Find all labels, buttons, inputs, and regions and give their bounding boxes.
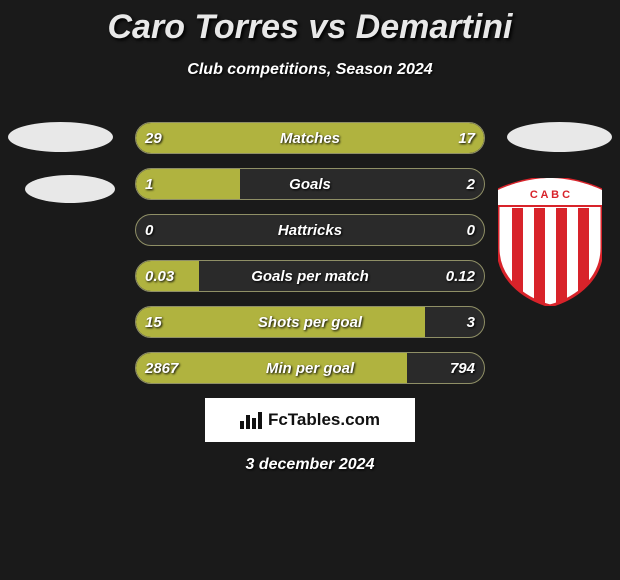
stat-value-left: 29 bbox=[145, 122, 162, 154]
stat-value-left: 0.03 bbox=[145, 260, 174, 292]
brand-box: FcTables.com bbox=[205, 398, 415, 442]
stat-row: Hattricks0 0 bbox=[135, 214, 485, 246]
stat-value-right: 0 bbox=[467, 214, 475, 246]
stat-value-right: 2 bbox=[467, 168, 475, 200]
stat-label: Matches bbox=[135, 122, 485, 154]
stat-value-right: 3 bbox=[467, 306, 475, 338]
stat-value-left: 15 bbox=[145, 306, 162, 338]
stat-value-right: 17 bbox=[458, 122, 475, 154]
subtitle: Club competitions, Season 2024 bbox=[0, 61, 620, 79]
stat-value-right: 0.12 bbox=[446, 260, 475, 292]
stats-comparison: Matches29 17 Goals1 2 Hattricks0 0 Goals per m… bbox=[0, 122, 620, 398]
stat-label: Goals bbox=[135, 168, 485, 200]
stat-value-right: 794 bbox=[450, 352, 475, 384]
stat-row: Goals1 2 bbox=[135, 168, 485, 200]
date-label: 3 december 2024 bbox=[0, 456, 620, 474]
chart-icon bbox=[240, 411, 262, 429]
stat-value-left: 1 bbox=[145, 168, 153, 200]
stat-row: Min per goal2867 794 bbox=[135, 352, 485, 384]
stat-label: Hattricks bbox=[135, 214, 485, 246]
stat-row: Goals per match0.03 0.12 bbox=[135, 260, 485, 292]
stat-value-left: 0 bbox=[145, 214, 153, 246]
stat-row: Shots per goal15 3 bbox=[135, 306, 485, 338]
stat-label: Shots per goal bbox=[135, 306, 485, 338]
stat-label: Goals per match bbox=[135, 260, 485, 292]
page-title: Caro Torres vs Demartini bbox=[0, 0, 620, 47]
stat-row: Matches29 17 bbox=[135, 122, 485, 154]
stat-label: Min per goal bbox=[135, 352, 485, 384]
stat-value-left: 2867 bbox=[145, 352, 178, 384]
brand-label: FcTables.com bbox=[268, 410, 380, 430]
